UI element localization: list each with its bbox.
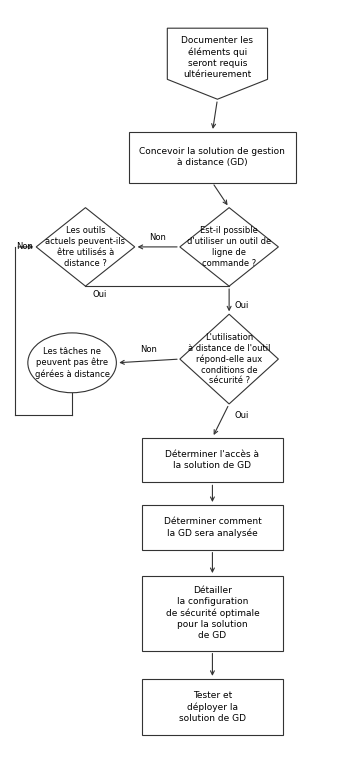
Text: Oui: Oui (92, 290, 106, 299)
Text: Concevoir la solution de gestion
à distance (GD): Concevoir la solution de gestion à dista… (140, 147, 285, 167)
Text: Documenter les
éléments qui
seront requis
ultérieurement: Documenter les éléments qui seront requi… (181, 37, 253, 79)
Polygon shape (180, 208, 278, 286)
Text: Non: Non (16, 243, 33, 251)
Text: Détailler
la configuration
de sécurité optimale
pour la solution
de GD: Détailler la configuration de sécurité o… (166, 586, 259, 640)
Text: Oui: Oui (234, 301, 248, 310)
FancyBboxPatch shape (142, 438, 283, 482)
Text: Tester et
déployer la
solution de GD: Tester et déployer la solution de GD (179, 691, 246, 723)
Text: Les outils
actuels peuvent-ils
être utilisés à
distance ?: Les outils actuels peuvent-ils être util… (46, 227, 126, 268)
Text: L'utilisation
à distance de l'outil
répond-elle aux
conditions de
sécurité ?: L'utilisation à distance de l'outil répo… (188, 333, 270, 385)
Polygon shape (180, 314, 278, 404)
Text: Déterminer l'accès à
la solution de GD: Déterminer l'accès à la solution de GD (165, 450, 259, 470)
Text: Non: Non (149, 233, 166, 242)
FancyBboxPatch shape (129, 132, 296, 182)
Text: Les tâches ne
peuvent pas être
gérées à distance: Les tâches ne peuvent pas être gérées à … (34, 347, 110, 378)
Polygon shape (36, 208, 135, 286)
Text: Non: Non (140, 345, 157, 354)
FancyBboxPatch shape (142, 679, 283, 735)
Ellipse shape (28, 333, 116, 393)
FancyBboxPatch shape (142, 576, 283, 651)
Text: Déterminer comment
la GD sera analysée: Déterminer comment la GD sera analysée (164, 517, 261, 538)
FancyBboxPatch shape (142, 505, 283, 549)
Text: Est-il possible
d'utiliser un outil de
ligne de
commande ?: Est-il possible d'utiliser un outil de l… (187, 227, 271, 268)
Text: Oui: Oui (234, 411, 248, 420)
Polygon shape (167, 28, 268, 99)
